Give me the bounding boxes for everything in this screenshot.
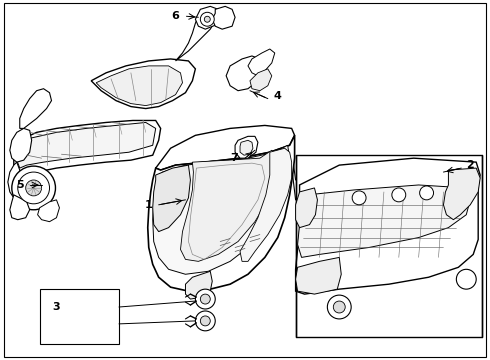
Text: 7: 7 — [230, 153, 238, 163]
Circle shape — [200, 12, 214, 26]
Circle shape — [327, 295, 351, 319]
Polygon shape — [4, 3, 486, 357]
Polygon shape — [10, 195, 30, 220]
Polygon shape — [226, 56, 262, 91]
Polygon shape — [20, 89, 51, 129]
Polygon shape — [153, 165, 191, 231]
Polygon shape — [295, 188, 318, 228]
Polygon shape — [148, 135, 294, 291]
Circle shape — [196, 289, 215, 309]
Circle shape — [456, 269, 476, 289]
Circle shape — [12, 166, 55, 210]
Polygon shape — [250, 69, 272, 91]
Polygon shape — [40, 289, 119, 344]
Polygon shape — [295, 185, 478, 294]
Polygon shape — [295, 257, 341, 294]
Polygon shape — [297, 185, 470, 257]
Circle shape — [25, 180, 42, 196]
Circle shape — [200, 294, 210, 304]
Polygon shape — [248, 49, 275, 76]
Polygon shape — [443, 168, 480, 220]
Polygon shape — [175, 13, 215, 61]
Polygon shape — [17, 122, 156, 168]
Polygon shape — [299, 158, 480, 208]
Polygon shape — [196, 6, 220, 29]
Text: 5: 5 — [16, 180, 24, 190]
Polygon shape — [91, 59, 196, 109]
Circle shape — [352, 191, 366, 205]
Polygon shape — [240, 148, 292, 261]
Text: 3: 3 — [52, 302, 60, 312]
Text: 2: 2 — [466, 160, 474, 170]
Polygon shape — [185, 271, 212, 299]
Polygon shape — [10, 129, 32, 162]
Polygon shape — [153, 145, 290, 274]
Circle shape — [18, 172, 49, 204]
Circle shape — [333, 301, 345, 313]
Polygon shape — [240, 140, 253, 155]
Text: 6: 6 — [172, 11, 179, 21]
Circle shape — [196, 311, 215, 331]
Text: 4: 4 — [274, 91, 282, 101]
Polygon shape — [14, 121, 161, 178]
Circle shape — [419, 186, 434, 200]
Text: 1: 1 — [145, 200, 152, 210]
Polygon shape — [38, 200, 59, 222]
Polygon shape — [8, 162, 22, 198]
Polygon shape — [180, 150, 278, 261]
Circle shape — [200, 316, 210, 326]
Circle shape — [392, 188, 406, 202]
Polygon shape — [235, 136, 258, 158]
Polygon shape — [96, 66, 182, 105]
Polygon shape — [156, 125, 294, 170]
Circle shape — [204, 16, 210, 22]
Polygon shape — [212, 6, 235, 29]
Polygon shape — [295, 155, 482, 337]
